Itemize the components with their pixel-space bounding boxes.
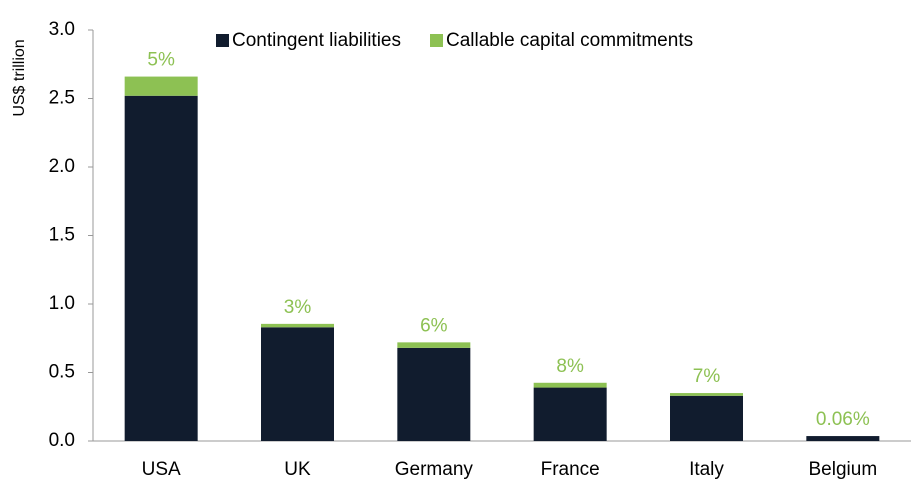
data-label: 3% xyxy=(284,297,312,318)
y-tick-label: 2.5 xyxy=(49,88,75,109)
x-tick-label: France xyxy=(541,459,600,480)
bar-segment xyxy=(397,347,471,441)
bar-segment xyxy=(124,95,198,441)
y-tick-label: 2.0 xyxy=(49,156,75,177)
data-label: 0.06% xyxy=(816,409,870,430)
data-label: 5% xyxy=(147,50,175,71)
x-tick-label: UK xyxy=(284,459,311,480)
data-label: 8% xyxy=(556,356,584,377)
x-tick-label: Germany xyxy=(395,459,474,480)
legend-label: Contingent liabilities xyxy=(232,30,401,51)
bar-segment xyxy=(533,387,607,441)
legend-swatch xyxy=(216,34,229,47)
bar-segment xyxy=(670,395,743,441)
bar-segment xyxy=(670,393,743,396)
bar-segment xyxy=(806,436,880,441)
bar-segment xyxy=(261,323,334,328)
y-axis-title: US$ trillion xyxy=(11,39,28,116)
bar-segment xyxy=(124,76,198,96)
x-tick-label: USA xyxy=(142,459,181,480)
data-label: 7% xyxy=(693,366,721,387)
bar-segment xyxy=(261,327,334,441)
y-tick-label: 3.0 xyxy=(49,19,75,40)
bar-segment xyxy=(397,342,471,348)
bar-segment xyxy=(533,382,607,388)
y-tick-label: 0.0 xyxy=(49,430,75,451)
y-tick-label: 1.5 xyxy=(49,225,75,246)
y-tick-label: 0.5 xyxy=(49,362,75,383)
x-tick-label: Italy xyxy=(689,459,724,480)
x-tick-label: Belgium xyxy=(809,459,878,480)
y-tick-label: 1.0 xyxy=(49,293,75,314)
legend-swatch xyxy=(430,34,443,47)
legend-label: Callable capital commitments xyxy=(446,30,693,51)
data-label: 6% xyxy=(420,315,448,336)
